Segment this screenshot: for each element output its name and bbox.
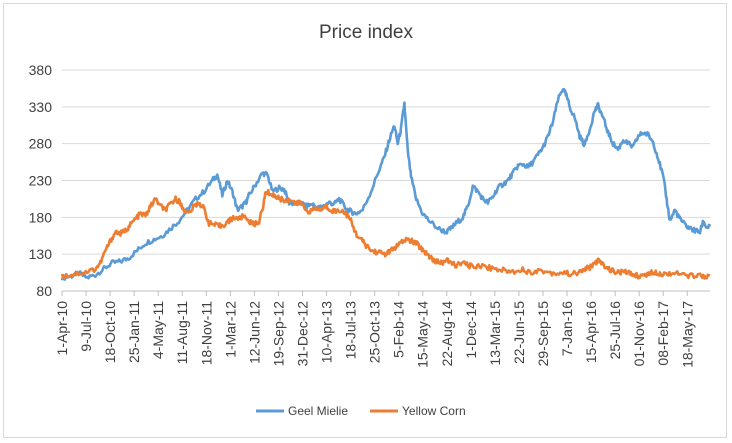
x-tick-label: 31-Dec-12 xyxy=(294,301,310,367)
y-tick-label: 180 xyxy=(29,209,53,225)
x-tick-label: 7-Jan-16 xyxy=(559,301,575,356)
x-tick-label: 19-Sep-12 xyxy=(270,301,286,367)
legend-label: Geel Mielie xyxy=(288,404,348,418)
x-tick-label: 1-Dec-14 xyxy=(463,301,479,359)
x-tick-label: 18-Oct-10 xyxy=(102,301,118,363)
x-tick-label: 01-Nov-16 xyxy=(631,301,647,367)
x-tick-label: 18-May-17 xyxy=(679,301,695,368)
y-tick-label: 280 xyxy=(29,136,53,152)
x-tick-label: 25-Jan-11 xyxy=(126,301,142,363)
chart-title: Price index xyxy=(319,22,413,43)
x-tick-label: 25-Oct-13 xyxy=(367,301,383,363)
x-tick-label: 1-Mar-12 xyxy=(222,301,238,358)
x-tick-label: 18-Jul-13 xyxy=(343,301,359,360)
x-tick-label: 18-Nov-11 xyxy=(198,301,214,366)
x-tick-label: 1-Apr-10 xyxy=(54,301,70,356)
series-line-yellow-corn xyxy=(60,188,711,280)
price-index-chart: Price index 80 130 180 230 280 330 380 1-Apr-1… xyxy=(29,22,712,418)
y-tick-label: 330 xyxy=(29,99,53,115)
x-tick-label: 10-Apr-13 xyxy=(319,301,335,363)
y-tick-label: 80 xyxy=(36,283,52,299)
x-tick-label: 13-Mar-15 xyxy=(487,301,503,366)
legend: Geel Mielie Yellow Corn xyxy=(256,404,466,418)
x-tick-label: 9-Jul-10 xyxy=(78,301,94,352)
x-tick-label: 4-May-11 xyxy=(150,301,166,359)
x-tick-label: 15-May-14 xyxy=(415,301,431,368)
series-lines xyxy=(60,87,712,281)
x-tick-label: 08-Feb-17 xyxy=(655,301,671,366)
series-line-geel-mielie xyxy=(60,87,712,281)
x-tick-label: 5-Feb-14 xyxy=(391,301,407,358)
x-tick-label: 22-Aug-14 xyxy=(439,301,455,367)
legend-label: Yellow Corn xyxy=(402,404,466,418)
chart-frame: Price index 80 130 180 230 280 330 380 1-Apr-1… xyxy=(3,3,727,438)
x-tick-label: 22-Jun-15 xyxy=(511,301,527,364)
x-tick-label: 29-Sep-15 xyxy=(535,301,551,367)
x-tick-label: 15-Apr-16 xyxy=(583,301,599,363)
y-tick-label: 130 xyxy=(29,246,53,262)
x-axis: 1-Apr-10 9-Jul-10 18-Oct-10 25-Jan-11 4-May-… xyxy=(54,290,710,368)
y-tick-label: 380 xyxy=(29,62,53,78)
x-tick-label: 25-Jul-16 xyxy=(607,301,623,360)
x-tick-label: 11-Aug-11 xyxy=(174,301,190,365)
gridlines xyxy=(62,69,710,292)
x-tick-label: 12-Jun-12 xyxy=(246,301,262,364)
y-tick-label: 230 xyxy=(29,173,53,189)
y-axis: 80 130 180 230 280 330 380 xyxy=(29,62,53,299)
